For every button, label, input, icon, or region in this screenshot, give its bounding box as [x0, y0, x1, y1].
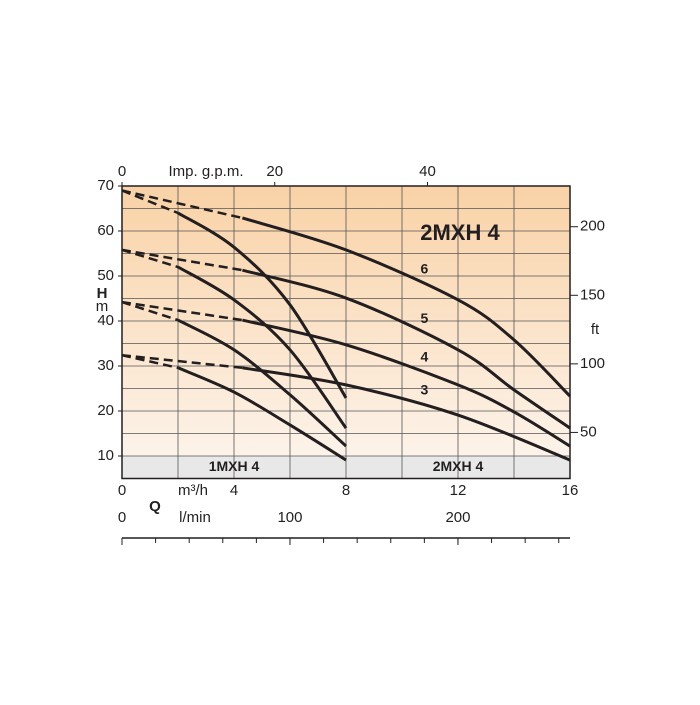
x3-tick-label: 0: [118, 509, 126, 526]
curve: [242, 318, 571, 448]
curve: [241, 216, 572, 398]
y-tick-label: 40: [97, 312, 114, 329]
y2-tick-label: 150: [580, 286, 605, 303]
curve: [177, 366, 347, 462]
y-tick-label: 20: [97, 402, 114, 419]
x3-tick-label: 100: [277, 509, 302, 526]
plot-frame: [121, 185, 571, 480]
curve: [242, 366, 571, 462]
y-tick-label: 10: [97, 447, 114, 464]
curve-label: 5: [421, 310, 429, 326]
y2-label: ft: [591, 321, 600, 338]
curve-dashed: [121, 248, 179, 269]
x2-tick-label: 40: [419, 163, 436, 180]
curve: [242, 268, 571, 430]
x3-label: l/min: [179, 509, 211, 526]
x-label: m³/h: [178, 482, 208, 499]
x-tick-label: 12: [450, 482, 467, 499]
curve-label: 6: [421, 261, 429, 277]
y2-tick-label: 200: [580, 218, 605, 235]
curve: [177, 318, 348, 448]
band-label: 1MXH 4: [209, 458, 260, 474]
x3-tick-label: 200: [445, 509, 470, 526]
y-tick-label: 70: [97, 177, 114, 194]
curve-dashed: [121, 353, 243, 370]
x2-tick-label: 20: [266, 163, 283, 180]
x-tick-label: 8: [342, 482, 350, 499]
curve-dashed: [121, 300, 243, 322]
curve: [177, 211, 348, 399]
x-tick-label: 0: [118, 482, 126, 499]
x-tick-label: 4: [230, 482, 238, 499]
y-tick-label: 50: [97, 267, 114, 284]
curve-dashed: [121, 189, 179, 215]
curve-dashed: [121, 353, 179, 370]
curve-dashed: [121, 248, 243, 272]
curve: [177, 265, 348, 429]
y2-tick-label: 100: [580, 355, 605, 372]
curve-dashed: [121, 300, 179, 322]
curve-label: 3: [421, 382, 429, 398]
y-tick-label: 60: [97, 222, 114, 239]
x-tick-label: 16: [562, 482, 579, 499]
chart-title: 2MXH 4: [420, 220, 500, 245]
q-label: Q: [149, 498, 161, 515]
y-tick-label: 30: [97, 357, 114, 374]
y2-tick-label: 50: [580, 423, 597, 440]
y-label: H: [97, 285, 108, 302]
x2-tick-label: 0: [118, 163, 126, 180]
y-unit: m: [96, 298, 109, 315]
curve-label: 4: [421, 349, 429, 365]
band-label: 2MXH 4: [433, 458, 484, 474]
curve-dashed: [121, 189, 243, 220]
x2-label: Imp. g.p.m.: [168, 163, 243, 180]
